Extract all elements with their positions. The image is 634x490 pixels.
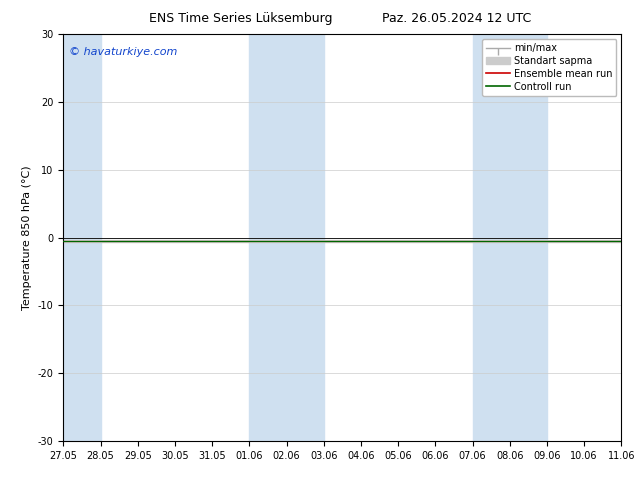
Bar bbox=[249, 34, 324, 441]
Text: Paz. 26.05.2024 12 UTC: Paz. 26.05.2024 12 UTC bbox=[382, 12, 531, 25]
Text: © havaturkiye.com: © havaturkiye.com bbox=[69, 47, 178, 56]
Bar bbox=[472, 34, 547, 441]
Legend: min/max, Standart sapma, Ensemble mean run, Controll run: min/max, Standart sapma, Ensemble mean r… bbox=[482, 39, 616, 96]
Y-axis label: Temperature 850 hPa (°C): Temperature 850 hPa (°C) bbox=[22, 165, 32, 310]
Text: ENS Time Series Lüksemburg: ENS Time Series Lüksemburg bbox=[149, 12, 333, 25]
Bar bbox=[63, 34, 101, 441]
